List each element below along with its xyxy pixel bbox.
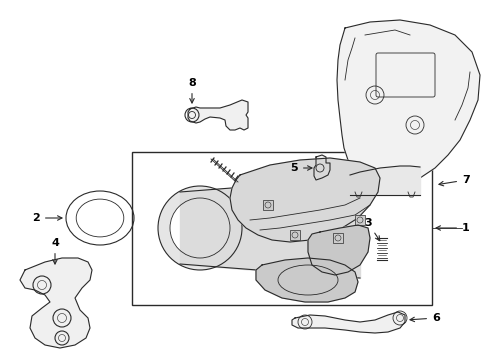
Text: 8: 8	[188, 78, 196, 103]
Bar	[332, 233, 342, 243]
Bar	[354, 215, 364, 225]
Polygon shape	[291, 312, 404, 333]
Polygon shape	[229, 158, 379, 242]
Polygon shape	[336, 20, 479, 192]
Polygon shape	[256, 258, 357, 302]
Text: 1: 1	[435, 223, 469, 233]
Bar	[289, 230, 299, 240]
Polygon shape	[187, 100, 247, 130]
Polygon shape	[313, 155, 329, 180]
Text: 6: 6	[409, 313, 439, 323]
Text: 3: 3	[364, 218, 379, 240]
Circle shape	[158, 186, 242, 270]
Text: 2: 2	[32, 213, 62, 223]
Circle shape	[170, 198, 229, 258]
Polygon shape	[20, 258, 92, 348]
Text: 7: 7	[438, 175, 469, 186]
Text: 4: 4	[51, 238, 59, 264]
Bar	[263, 200, 272, 210]
Bar	[132, 152, 431, 305]
Polygon shape	[307, 225, 369, 275]
Text: 5: 5	[290, 163, 311, 173]
